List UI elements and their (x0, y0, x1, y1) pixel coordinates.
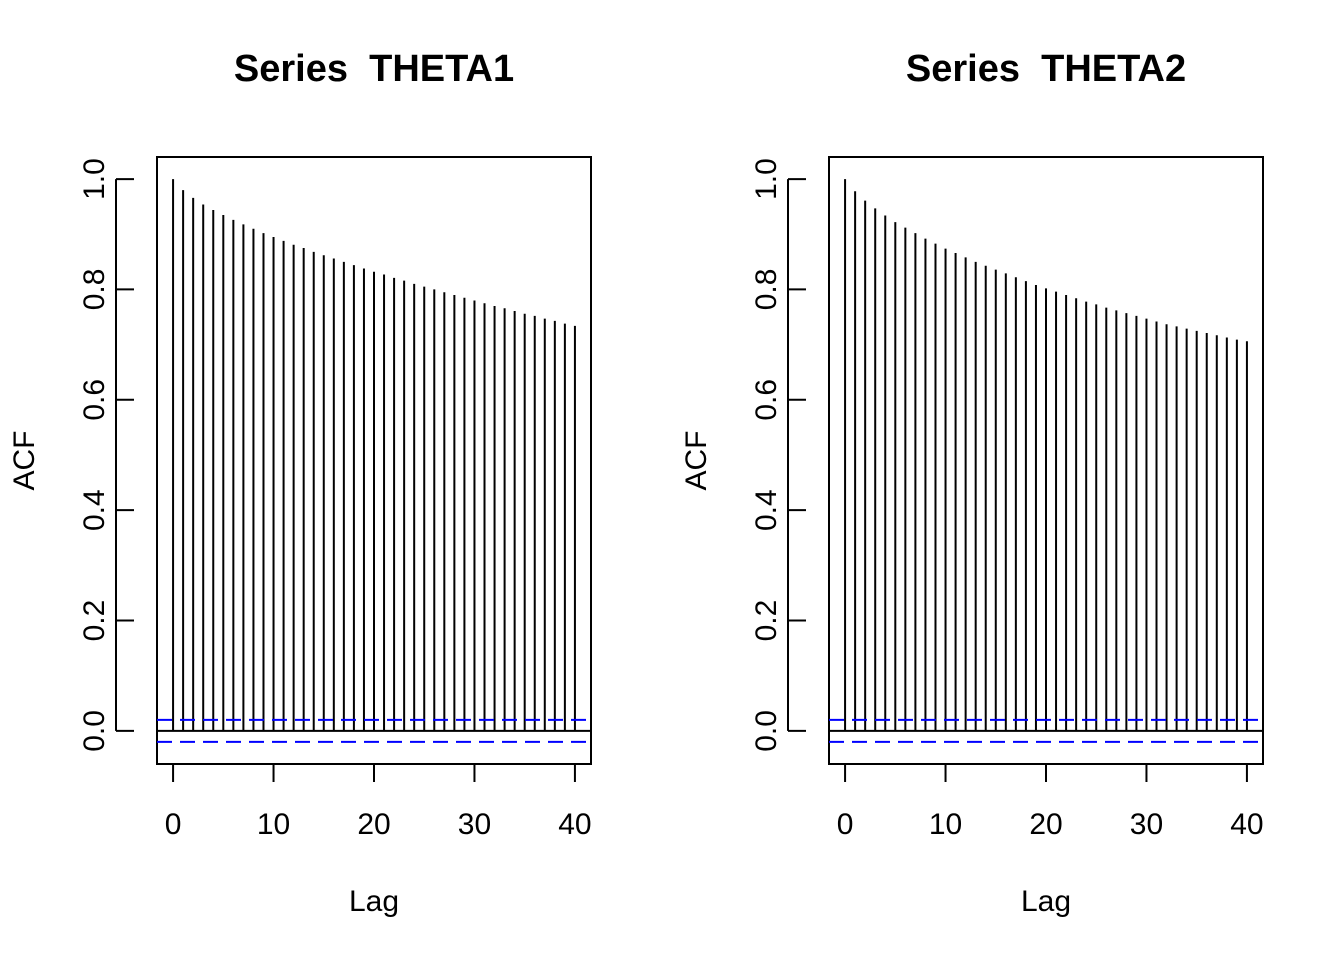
chart-title: Series THETA2 (906, 48, 1186, 90)
x-tick-label: 30 (1130, 808, 1163, 841)
y-tick-label: 0.0 (78, 710, 111, 752)
y-tick-label: 0.4 (750, 489, 783, 531)
x-tick-label: 30 (458, 808, 491, 841)
y-tick-label: 0.2 (78, 600, 111, 642)
x-tick-label: 40 (1230, 808, 1263, 841)
y-tick-label: 0.2 (750, 600, 783, 642)
y-axis-title: ACF (8, 431, 41, 491)
y-tick-label: 0.8 (750, 269, 783, 311)
y-tick-label: 0.6 (78, 379, 111, 421)
x-axis-title: Lag (349, 885, 399, 918)
x-tick-label: 0 (837, 808, 854, 841)
x-tick-label: 0 (165, 808, 182, 841)
y-axis-title: ACF (680, 431, 713, 491)
acf-panel-1: Series THETA1 0.0 0.2 0.4 0.6 0.8 1.0 0 10 20 30 40… (8, 48, 592, 918)
chart-title: Series THETA1 (234, 48, 514, 90)
y-tick-label: 0.4 (78, 489, 111, 531)
x-tick-label: 20 (357, 808, 390, 841)
x-tick-label: 10 (929, 808, 962, 841)
y-tick-label: 1.0 (78, 158, 111, 200)
x-tick-label: 10 (257, 808, 290, 841)
x-axis-title: Lag (1021, 885, 1071, 918)
y-tick-label: 1.0 (750, 158, 783, 200)
y-tick-label: 0.8 (78, 269, 111, 311)
acf-panel-2: Series THETA2 0.0 0.2 0.4 0.6 0.8 1.0 0 10 20 30 40… (680, 48, 1264, 918)
y-tick-label: 0.0 (750, 710, 783, 752)
y-tick-label: 0.6 (750, 379, 783, 421)
x-tick-label: 20 (1029, 808, 1062, 841)
x-tick-label: 40 (558, 808, 591, 841)
